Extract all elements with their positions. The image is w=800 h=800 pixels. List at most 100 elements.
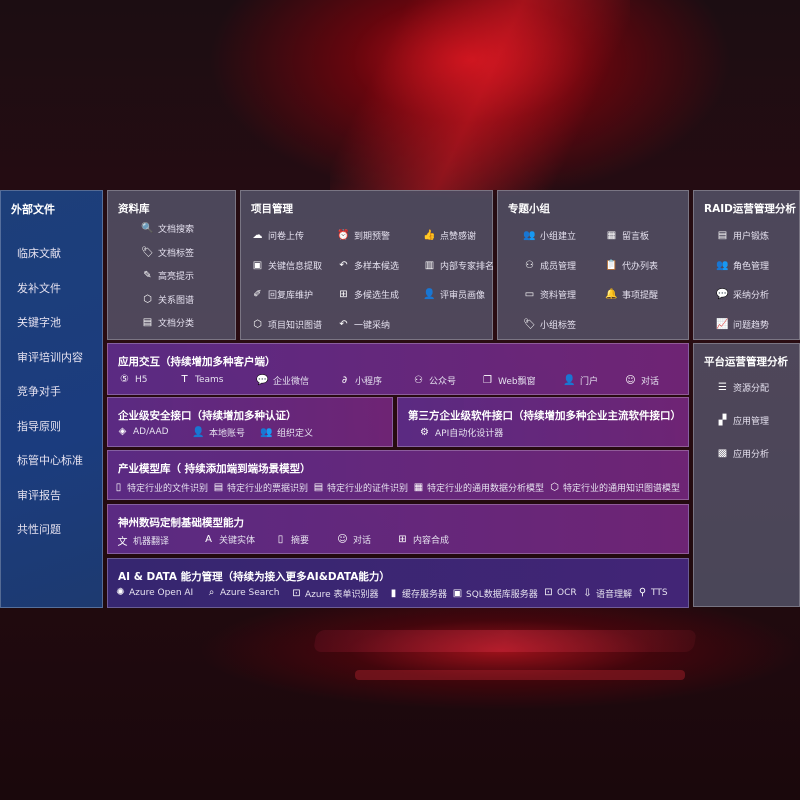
project-item[interactable]: ✐ 回复库维护 [251,288,313,301]
project-item[interactable]: ⬡ 项目知识图谱 [251,318,322,331]
checklist-icon: ☰ [718,382,727,393]
industry-item[interactable]: ▯ 特定行业的文件识别 [112,481,208,494]
app-item[interactable]: 💬 企业微信 [256,374,309,387]
base-item[interactable]: ⊞ 内容合成 [396,533,449,546]
project-item[interactable]: 👍 点赞感谢 [423,229,476,242]
library-item[interactable]: 🏷 文档标签 [141,246,194,259]
aidata-item[interactable]: ▮ 缓存服务器 [387,587,447,600]
base-item[interactable]: ☺ 对话 [336,533,371,546]
group-item[interactable]: 🏷 小组标签 [523,318,576,331]
security-item[interactable]: 👤 本地账号 [192,426,245,439]
industry-item[interactable]: ▤ 特定行业的证件识别 [312,481,408,494]
raid-item[interactable]: 👥 角色管理 [716,259,769,272]
project-item[interactable]: ☁ 问卷上传 [251,229,305,242]
project-item[interactable]: ⏰ 到期预警 [337,229,390,242]
library-item[interactable]: ✎ 高亮提示 [141,269,194,282]
reply-icon: ↶ [339,259,348,271]
library-item[interactable]: ▤ 文档分类 [141,316,194,329]
item-label: 文档搜索 [158,225,195,235]
project-item[interactable]: ▣ 关键信息提取 [251,259,322,272]
left-item[interactable]: 临床文献 [17,247,61,260]
item-label: 内容合成 [413,536,450,546]
base-item[interactable]: ▯ 摘要 [274,533,309,546]
left-item[interactable]: 指导原则 [17,419,61,433]
item-label: 关系图谱 [158,295,195,306]
aidata-item[interactable]: ✺ Azure Open AI [114,587,193,598]
item-label: 特定行业的票据识别 [227,484,309,494]
qa-icon: 💬 [716,289,729,300]
speech-icon: ⇩ [583,588,592,599]
entity-icon: A [205,534,212,545]
industry-item[interactable]: ▤ 特定行业的票据识别 [212,481,308,494]
document-list-icon: ▤ [142,317,153,328]
aidata-item[interactable]: ⊡ Azure 表单识别器 [290,587,378,600]
item-label: 机器翻译 [133,537,170,547]
industry-item[interactable]: ⬡ 特定行业的通用知识图谱模型 [548,481,680,494]
search-icon: ⌕ [208,587,215,598]
base-item[interactable]: A 关键实体 [202,533,255,546]
item-label: 高亮提示 [158,272,195,282]
app-item[interactable]: ⑤ H5 [118,374,147,385]
item-label: 对话 [353,536,372,546]
left-item[interactable]: 审评报告 [17,488,61,502]
industry-item[interactable]: ▦ 特定行业的通用数据分析模型 [412,481,544,494]
graph-icon: ⬡ [143,293,152,305]
aidata-item[interactable]: ⊡ OCR [542,587,576,598]
project-item[interactable]: ↶ 一键采纳 [337,318,390,331]
security-item[interactable]: ◈ AD/AAD [116,426,169,437]
aidata-item[interactable]: ⚲ TTS [636,587,668,598]
app-item[interactable]: ☺ 对话 [624,374,659,387]
platform-item[interactable]: ▞ 应用管理 [716,414,769,427]
app-item[interactable]: 👤 门户 [563,374,598,387]
left-item[interactable]: 发补文件 [17,281,61,295]
item-label: 事项提醒 [622,291,659,301]
library-item[interactable]: 🔍 文档搜索 [141,222,194,235]
left-item[interactable]: 审评培训内容 [17,350,83,364]
project-item[interactable]: 👤 评审员画像 [423,288,485,301]
project-item[interactable]: ▥ 内部专家排名 [423,259,494,272]
aidata-item[interactable]: ⇩ 语音理解 [581,587,632,600]
platform-item[interactable]: ▩ 应用分析 [716,447,769,460]
item-label: 应用管理 [733,417,770,427]
security-item[interactable]: 👥 组织定义 [260,426,313,439]
app-item[interactable]: ⚇ 公众号 [412,374,456,387]
folder-icon: ▭ [524,289,535,300]
app-item[interactable]: ∂ 小程序 [338,374,382,387]
group-item[interactable]: 📋 代办列表 [605,259,658,272]
group-item[interactable]: ▭ 资料管理 [523,288,576,301]
raid-item[interactable]: ▤ 用户锻炼 [716,229,769,242]
aidata-item[interactable]: ⌕ Azure Search [205,587,280,598]
item-label: 特定行业的文件识别 [127,484,209,494]
project-item[interactable]: ⊞ 多候选生成 [337,288,399,301]
group-item[interactable]: ⚇ 成员管理 [523,259,576,272]
item-label: AD/AAD [133,426,169,437]
thirdparty-item[interactable]: ⚙ API自动化设计器 [418,426,503,439]
raid-item[interactable]: 💬 采纳分析 [716,288,769,301]
platform-item[interactable]: ☰ 资源分配 [716,381,769,394]
project-title: 项目管理 [251,203,293,215]
group-item[interactable]: ▦ 留言板 [605,229,649,242]
local-account-icon: 👤 [192,427,205,438]
project-item[interactable]: ↶ 多样本候选 [337,259,399,272]
app-item[interactable]: ❐ Web飘窗 [481,374,536,387]
window-icon: ▣ [252,259,263,271]
item-label: API自动化设计器 [435,429,504,439]
document-search-icon: 🔍 [141,223,154,234]
library-item[interactable]: ⬡ 关系图谱 [141,293,194,306]
item-label: 评审员画像 [440,291,486,301]
wechat-work-icon: 💬 [256,375,269,386]
raid-item[interactable]: 📈 问题趋势 [716,318,769,331]
base-item[interactable]: 文机器翻译 [116,533,170,548]
app-item[interactable]: T Teams [178,374,223,385]
group-item[interactable]: 👥 小组建立 [523,229,576,242]
left-item[interactable]: 共性问题 [17,523,61,536]
cache-icon: ▮ [390,588,397,599]
users-icon: 👥 [523,230,536,241]
aidata-item[interactable]: ▣ SQL数据库服务器 [451,587,538,600]
group-item[interactable]: 🔔 事项提醒 [605,288,658,301]
left-item[interactable]: 竞争对手 [17,385,61,398]
item-label: 采纳分析 [733,291,770,301]
left-item[interactable]: 关键字池 [17,316,61,329]
tag-icon: 🏷 [523,318,536,330]
left-item[interactable]: 标管中心标准 [17,454,83,467]
